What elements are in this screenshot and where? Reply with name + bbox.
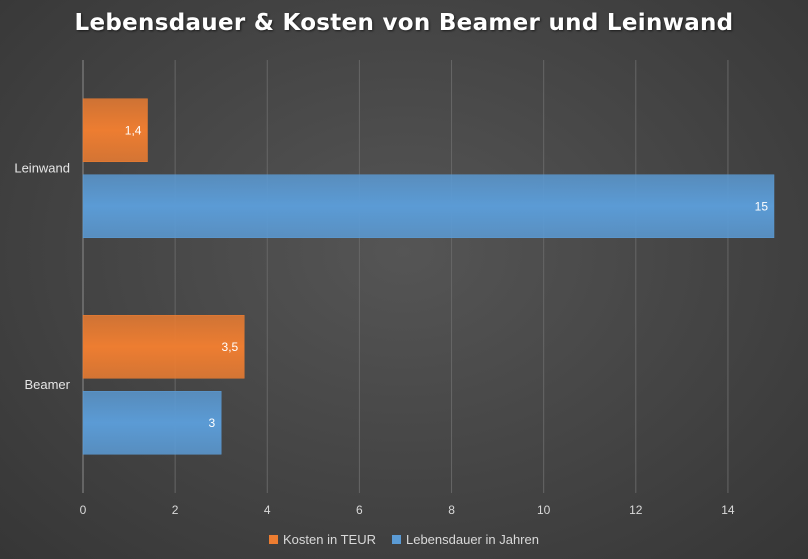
legend-item: Kosten in TEUR bbox=[269, 532, 376, 547]
legend-label: Kosten in TEUR bbox=[283, 532, 376, 547]
x-tick-label: 12 bbox=[629, 503, 643, 517]
category-label: Beamer bbox=[24, 377, 70, 392]
data-label: 3,5 bbox=[222, 340, 239, 354]
category-label: Leinwand bbox=[14, 160, 70, 175]
x-tick-label: 10 bbox=[537, 503, 551, 517]
legend: Kosten in TEUR Lebensdauer in Jahren bbox=[0, 532, 808, 547]
x-tick-label: 6 bbox=[356, 503, 363, 517]
x-tick-label: 4 bbox=[264, 503, 271, 517]
legend-swatch bbox=[391, 535, 401, 544]
bar bbox=[82, 315, 245, 379]
chart-title: Lebensdauer & Kosten von Beamer und Lein… bbox=[74, 10, 734, 36]
bar bbox=[82, 98, 148, 162]
legend-item: Lebensdauer in Jahren bbox=[391, 532, 539, 547]
legend-swatch bbox=[269, 535, 279, 544]
x-tick-label: 0 bbox=[80, 503, 87, 517]
x-tick-label: 2 bbox=[172, 503, 179, 517]
x-tick-label: 8 bbox=[448, 503, 455, 517]
bar bbox=[82, 391, 222, 455]
data-label: 15 bbox=[755, 199, 769, 213]
data-label: 3 bbox=[209, 416, 216, 430]
bar bbox=[82, 174, 775, 238]
legend-label: Lebensdauer in Jahren bbox=[405, 532, 539, 547]
data-label: 1,4 bbox=[125, 123, 142, 137]
x-tick-label: 14 bbox=[721, 503, 735, 517]
